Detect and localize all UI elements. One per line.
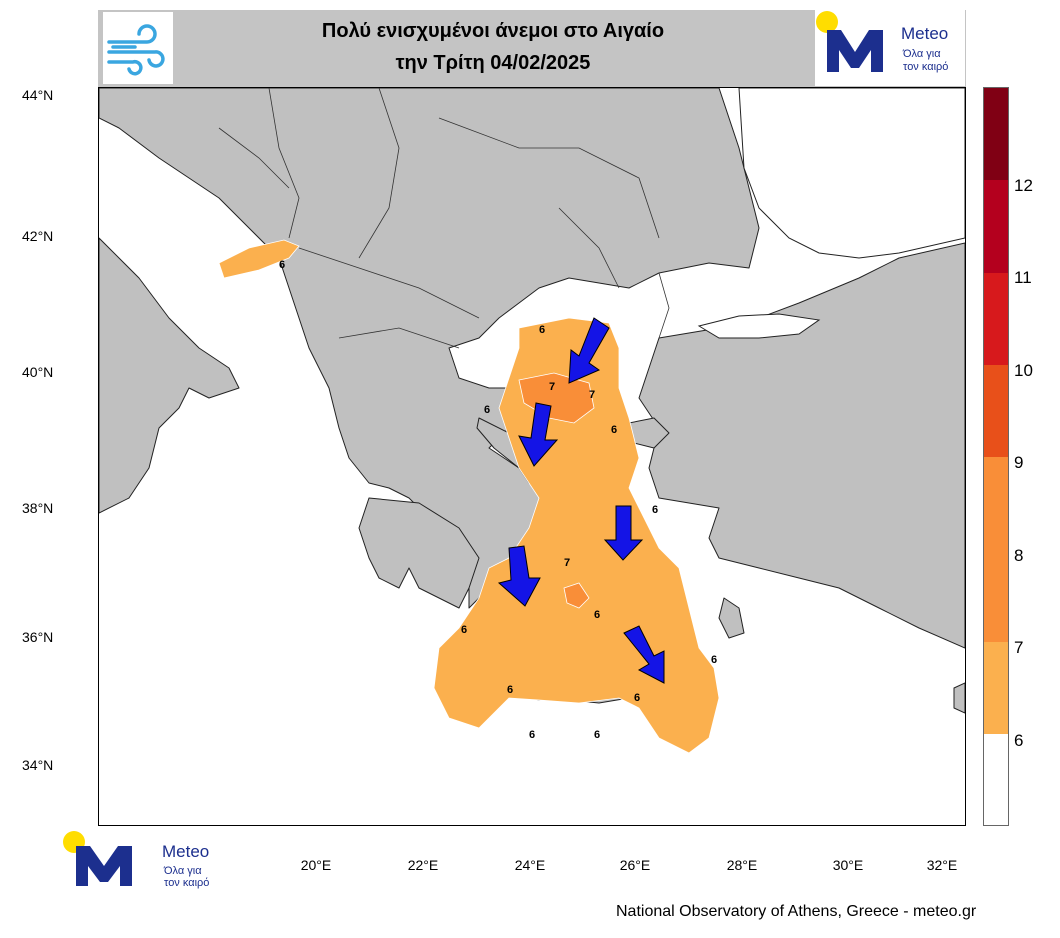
latitude-label: 34°N	[22, 757, 54, 773]
contour-label: 6	[594, 609, 600, 621]
contour-label: 6	[652, 504, 658, 516]
cyprus-edge	[953, 682, 966, 714]
contour-label: 6	[279, 259, 285, 271]
longitude-label: 26°E	[619, 857, 651, 873]
latitude-label: 44°N	[22, 87, 54, 103]
latitude-label: 36°N	[22, 629, 54, 645]
meteo-logo-top: Meteo Όλα για τον καιρό	[815, 10, 965, 86]
longitude-label: 24°E	[514, 857, 546, 873]
colorbar-label: 9	[1014, 453, 1024, 472]
wind-zone-strong-central	[563, 582, 590, 609]
longitude-label: 32°E	[926, 857, 958, 873]
colorbar-segment	[984, 88, 1008, 180]
contour-label: 6	[539, 324, 545, 336]
latitude-label: 42°N	[22, 228, 54, 244]
wind-arrow-icon	[518, 402, 559, 467]
wind-arrow-icon	[623, 625, 665, 684]
map-canvas: 6 6 6 6 6 7 7 7 6 6 6 6 6 6 6	[98, 87, 966, 754]
longitude-label: 22°E	[407, 857, 439, 873]
logo-word: Meteo	[901, 24, 949, 43]
logo-tagline-2: τον καιρό	[164, 877, 210, 889]
credit-text: National Observatory of Athens, Greece -…	[616, 903, 977, 920]
colorbar-label: 12	[1014, 176, 1033, 195]
contour-label: 6	[507, 684, 513, 696]
logo-word: Meteo	[162, 842, 210, 861]
colorbar-label: 7	[1014, 638, 1024, 657]
wind-arrow-icon	[497, 545, 541, 607]
longitude-label: 20°E	[300, 857, 332, 873]
latitude-label: 38°N	[22, 500, 54, 516]
italy-land	[98, 237, 240, 514]
contour-label: 7	[564, 557, 570, 569]
wind-zone-adriatic	[218, 239, 300, 279]
wind-arrow-icon	[603, 505, 644, 561]
title-line-1: Πολύ ενισχυμένοι άνεμοι στο Αιγαίο	[321, 20, 665, 42]
title-line-2: την Τρίτη 04/02/2025	[395, 52, 591, 74]
contour-label: 6	[634, 692, 640, 704]
colorbar-segment	[984, 734, 1008, 825]
meteo-logo-icon	[816, 11, 883, 72]
colorbar-segment	[984, 180, 1008, 273]
contour-label: 7	[589, 389, 595, 401]
marmara-sea	[697, 313, 821, 339]
logo-tagline-2: τον καιρό	[903, 61, 949, 73]
contour-label: 6	[611, 424, 617, 436]
logo-tagline-1: Όλα για	[164, 865, 202, 877]
wind-icon	[107, 24, 165, 76]
contour-label: 6	[594, 729, 600, 741]
colorbar-segment	[984, 457, 1008, 549]
logo-tagline-1: Όλα για	[903, 48, 941, 60]
latitude-label: 40°N	[22, 364, 54, 380]
colorbar-segment	[984, 273, 1008, 365]
contour-label: 7	[549, 381, 555, 393]
contour-label: 6	[484, 404, 490, 416]
colorbar-segment	[984, 642, 1008, 734]
contour-label: 6	[529, 729, 535, 741]
longitude-label: 30°E	[832, 857, 864, 873]
colorbar-label: 6	[1014, 731, 1024, 750]
colorbar-label: 8	[1014, 546, 1024, 565]
colorbar-segment	[984, 365, 1008, 457]
contour-label: 6	[711, 654, 717, 666]
colorbar-label: 11	[1014, 268, 1032, 287]
black-sea	[738, 87, 966, 259]
turkey-land	[638, 242, 966, 649]
meteo-logo-icon	[63, 831, 132, 886]
colorbar-label: 10	[1014, 361, 1033, 380]
colorbar-segment	[984, 549, 1008, 642]
wind-map: 6 6 6 6 6 7 7 7 6 6 6 6 6 6 6	[98, 87, 966, 826]
wind-icon-box	[103, 12, 173, 84]
longitude-label: 28°E	[726, 857, 758, 873]
colorbar	[983, 87, 1009, 826]
rhodes-island	[718, 597, 745, 639]
contour-label: 6	[461, 624, 467, 636]
meteo-logo-bottom: Meteo Όλα για τον καιρό	[60, 830, 240, 890]
wind-arrow-icon	[568, 317, 610, 384]
peloponnese-land	[358, 497, 480, 609]
